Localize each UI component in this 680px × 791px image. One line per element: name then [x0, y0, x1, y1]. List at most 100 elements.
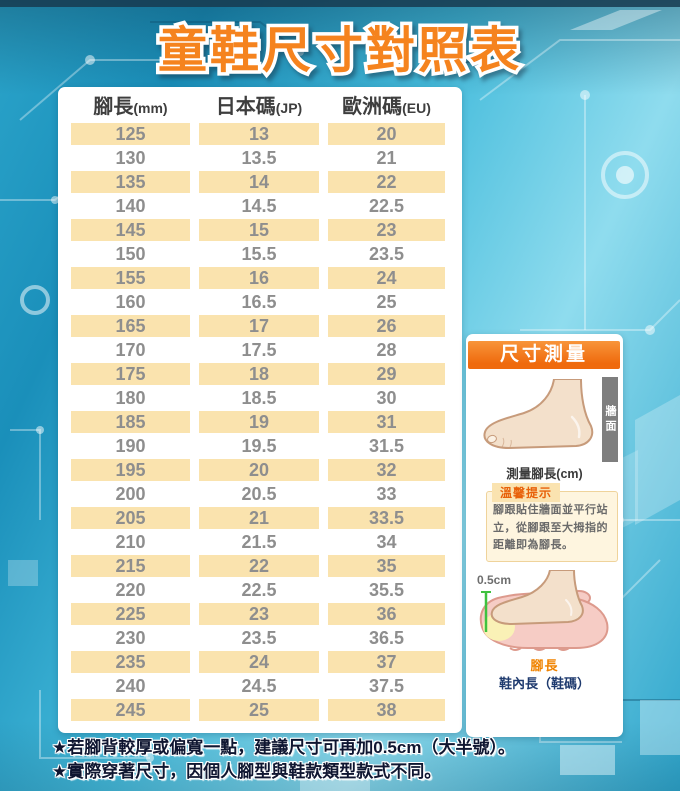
- table-cell: 19: [199, 411, 319, 433]
- column-header-japan-size: 日本碼(JP): [199, 94, 319, 121]
- table-cell: 18: [199, 363, 319, 385]
- table-cell: 185: [71, 411, 190, 433]
- table-cell: 145: [71, 219, 190, 241]
- note-line-1: ★若腳背較厚或偏寬一點，建議尺寸可再加0.5cm（大半號）。: [52, 738, 515, 757]
- table-cell: 23: [199, 603, 319, 625]
- table-cell: 24: [328, 267, 445, 289]
- page-title-banner: 童鞋尺寸對照表: [154, 21, 522, 82]
- table-cell: 225: [71, 603, 190, 625]
- tip-box: 溫馨提示 腳跟貼住牆面並平行站立，從腳跟至大拇指的距離即為腳長。: [486, 483, 618, 562]
- page-title: 童鞋尺寸對照表: [158, 24, 522, 78]
- table-row: 225 23 36: [71, 603, 445, 625]
- table-row: 240 24.5 37.5: [71, 675, 445, 697]
- table-cell: 32: [328, 459, 445, 481]
- column-header-main: 腳長: [93, 96, 134, 118]
- table-cell: 155: [71, 267, 190, 289]
- table-cell: 23.5: [241, 628, 277, 648]
- table-cell: 215: [71, 555, 190, 577]
- table-cell: 18.5: [241, 388, 277, 408]
- wall-label: 牆面: [604, 404, 616, 435]
- table-cell: 200: [115, 484, 146, 504]
- table-row: 230 23.5 36.5: [71, 627, 445, 649]
- table-row: 170 17.5 28: [71, 339, 445, 361]
- foot-side-illustration: [483, 379, 594, 449]
- column-header-unit: (JP): [275, 100, 303, 116]
- table-cell: 36.5: [368, 628, 405, 648]
- measure-panel-title: 尺寸測量: [468, 341, 620, 369]
- table-row: 245 25 38: [71, 699, 445, 721]
- table-cell: 22.5: [241, 580, 277, 600]
- table-row: 200 20.5 33: [71, 483, 445, 505]
- table-cell: 15.5: [241, 244, 277, 264]
- table-cell: 25: [376, 292, 397, 312]
- table-cell: 205: [71, 507, 190, 529]
- table-cell: 15: [199, 219, 319, 241]
- column-header-main: 日本碼: [215, 96, 276, 118]
- table-cell: 23.5: [368, 244, 405, 264]
- column-header-main: 歐洲碼: [342, 96, 403, 118]
- column-header-europe-size: 歐洲碼(EU): [328, 94, 445, 121]
- foot-in-shoe-illustration: [479, 570, 609, 651]
- table-cell: 220: [115, 580, 146, 600]
- table-cell: 14.5: [241, 196, 277, 216]
- table-cell: 20: [328, 123, 445, 145]
- inner-length-label: 鞋內長（鞋碼）: [498, 676, 590, 691]
- table-cell: 21: [376, 148, 397, 168]
- table-cell: 235: [71, 651, 190, 673]
- table-cell: 35: [328, 555, 445, 577]
- table-cell: 31: [328, 411, 445, 433]
- table-cell: 37: [328, 651, 445, 673]
- table-cell: 38: [328, 699, 445, 721]
- table-row: 135 14 22: [71, 171, 445, 193]
- table-cell: 22: [328, 171, 445, 193]
- table-cell: 26: [328, 315, 445, 337]
- table-row: 220 22.5 35.5: [71, 579, 445, 601]
- table-cell: 33.5: [328, 507, 445, 529]
- table-cell: 33: [376, 484, 397, 504]
- table-row: 175 18 29: [71, 363, 445, 385]
- table-cell: 36: [328, 603, 445, 625]
- table-cell: 17: [199, 315, 319, 337]
- table-cell: 135: [71, 171, 190, 193]
- table-cell: 22.5: [368, 196, 405, 216]
- table-row: 145 15 23: [71, 219, 445, 241]
- table-cell: 160: [115, 292, 146, 312]
- table-cell: 245: [71, 699, 190, 721]
- table-cell: 240: [115, 676, 146, 696]
- table-row: 210 21.5 34: [71, 531, 445, 553]
- table-row: 235 24 37: [71, 651, 445, 673]
- table-cell: 170: [115, 340, 146, 360]
- table-cell: 14: [199, 171, 319, 193]
- table-cell: 230: [115, 628, 146, 648]
- table-cell: 20: [199, 459, 319, 481]
- table-row: 165 17 26: [71, 315, 445, 337]
- table-cell: 29: [328, 363, 445, 385]
- footnotes: ★若腳背較厚或偏寬一點，建議尺寸可再加0.5cm（大半號）。 ★實際穿著尺寸，因…: [52, 736, 672, 784]
- table-row: 180 18.5 30: [71, 387, 445, 409]
- table-header-row: 腳長(mm) 日本碼(JP) 歐洲碼(EU): [71, 94, 445, 121]
- table-cell: 180: [115, 388, 146, 408]
- table-cell: 165: [71, 315, 190, 337]
- table-cell: 195: [71, 459, 190, 481]
- size-table-panel: 腳長(mm) 日本碼(JP) 歐洲碼(EU) 125 13 20 130 13.5 21 1…: [58, 87, 462, 733]
- table-cell: 175: [71, 363, 190, 385]
- table-row: 150 15.5 23.5: [71, 243, 445, 265]
- table-body: 125 13 20 130 13.5 21 135 14 22 140 14.5 22.5 145 15 2…: [71, 123, 445, 723]
- table-cell: 22: [199, 555, 319, 577]
- table-cell: 21.5: [241, 532, 277, 552]
- table-cell: 140: [115, 196, 146, 216]
- column-header-foot-length: 腳長(mm): [71, 94, 190, 121]
- tip-title: 溫馨提示: [492, 483, 561, 502]
- measure-line: [481, 591, 491, 632]
- table-cell: 37.5: [368, 676, 405, 696]
- table-row: 190 19.5 31.5: [71, 435, 445, 457]
- table-cell: 190: [115, 436, 146, 456]
- table-cell: 13: [199, 123, 319, 145]
- offset-label: 0.5cm: [477, 573, 512, 587]
- table-row: 160 16.5 25: [71, 291, 445, 313]
- column-header-unit: (mm): [133, 100, 168, 116]
- table-cell: 210: [115, 532, 146, 552]
- table-cell: 17.5: [241, 340, 277, 360]
- measure-caption: 測量腳長(cm): [506, 467, 583, 481]
